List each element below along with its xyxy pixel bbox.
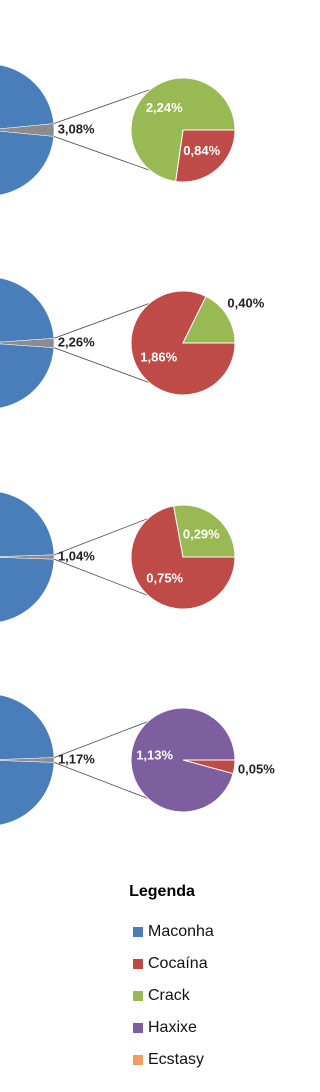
other-slice: [0, 757, 55, 763]
data-label: 0,75%: [146, 570, 183, 585]
legend-label: Haxixe: [148, 1019, 197, 1036]
legend-label: Maconha: [148, 923, 214, 940]
data-label: 0,84%: [183, 143, 220, 158]
other-slice: [0, 554, 55, 560]
main-slice: [0, 64, 54, 196]
main-slice: [0, 694, 55, 826]
detail-slice: [130, 77, 236, 183]
legend-swatch: [133, 1023, 143, 1033]
legend-label: Cocaína: [148, 955, 208, 972]
legend-label: Crack: [148, 987, 191, 1004]
data-label: 0,40%: [227, 295, 264, 310]
detail-slice: [175, 129, 236, 183]
detail-slice: [173, 504, 236, 558]
data-label: 2,24%: [146, 100, 183, 115]
other-slice: [0, 123, 55, 137]
legend-swatch: [133, 1055, 143, 1065]
legend-swatch: [133, 991, 143, 1001]
other-label: 2,26%: [58, 334, 95, 349]
legend-swatch: [133, 927, 143, 937]
other-label: 3,08%: [58, 121, 95, 136]
main-slice: [0, 491, 55, 623]
other-label: 1,17%: [58, 751, 95, 766]
legend-title: Legenda: [129, 883, 195, 900]
data-label: 0,05%: [238, 761, 275, 776]
data-label: 1,13%: [136, 748, 173, 763]
data-label: 1,86%: [140, 350, 177, 365]
main-slice: [0, 277, 55, 409]
chart: 3,08% 0,84% 2,24% 2,26% 1,86% 0,40% 1,04% 0,75%…: [0, 64, 275, 1068]
legend-swatch: [133, 959, 143, 969]
detail-slice: [182, 295, 236, 344]
detail-slice: [130, 707, 236, 813]
other-slice: [0, 338, 55, 348]
legend-label: Ecstasy: [148, 1051, 204, 1068]
detail-slice: [130, 290, 236, 396]
data-label: 0,29%: [183, 526, 220, 541]
other-label: 1,04%: [58, 548, 95, 563]
